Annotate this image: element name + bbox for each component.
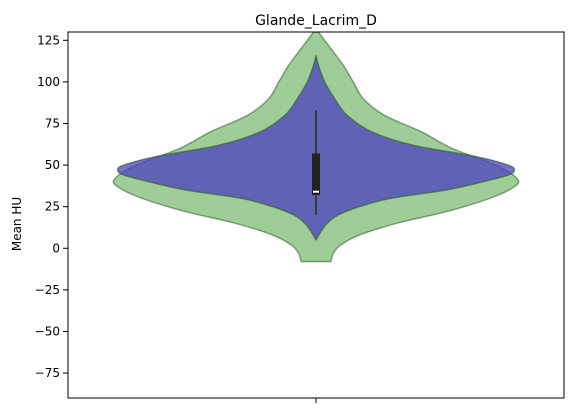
y-tick-label: 125	[37, 33, 60, 47]
box-iqr	[312, 153, 320, 196]
y-tick-label: −50	[35, 324, 60, 338]
y-tick-label: 100	[37, 75, 60, 89]
y-tick-label: 0	[52, 241, 60, 255]
y-tick-label: −25	[35, 283, 60, 297]
y-tick-label: 75	[45, 117, 60, 131]
y-axis-label: Mean HU	[10, 197, 24, 251]
plot-area	[112, 32, 520, 263]
y-axis: −75 −50 −25 0 25 50 75 100 125	[35, 33, 68, 380]
y-tick-label: −75	[35, 366, 60, 380]
y-tick-label: 50	[45, 158, 60, 172]
chart-title: Glande_Lacrim_D	[255, 13, 377, 29]
y-tick-label: 25	[45, 200, 60, 214]
